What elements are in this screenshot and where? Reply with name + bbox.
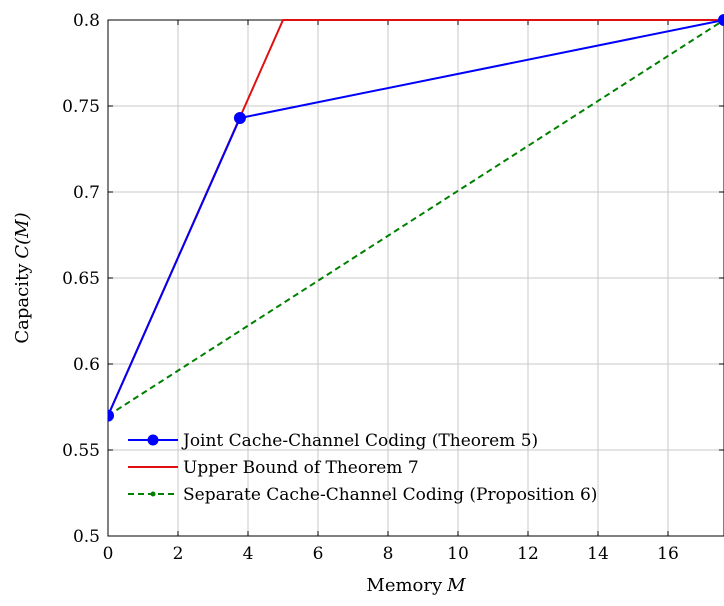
x-tick-label: 12 [517, 544, 539, 564]
legend-label: Upper Bound of Theorem 7 [183, 458, 419, 478]
series-0 [108, 14, 724, 422]
data-point [718, 14, 724, 26]
y-tick-label: 0.65 [62, 269, 100, 289]
legend-label: Separate Cache-Channel Coding (Propositi… [183, 485, 597, 505]
legend-item: Joint Cache-Channel Coding (Theorem 5) [128, 431, 538, 451]
x-axis-label-var: M [446, 575, 466, 596]
x-tick-label: 0 [103, 544, 114, 564]
y-tick-label: 0.75 [62, 97, 100, 117]
x-axis-label: Memory M [366, 575, 466, 596]
y-tick-label: 0.55 [62, 441, 100, 461]
data-point [108, 409, 114, 422]
series-line [108, 19, 724, 417]
data-point [233, 112, 246, 125]
ticks [107, 19, 724, 537]
y-axis-label-var: C(M) [12, 212, 33, 258]
x-tick-label: 10 [447, 544, 469, 564]
series-layer [108, 14, 724, 422]
x-tick-label: 4 [243, 544, 254, 564]
x-tick-label: 6 [313, 544, 324, 564]
tick-labels: 0 2 4 6 8 10 12 14 16 0.5 0.55 0.6 0.65 0.7 0.75 0.8 [62, 11, 679, 564]
x-tick-label: 8 [383, 544, 394, 564]
y-axis-label: Capacity C(M) [12, 212, 33, 343]
legend-label: Joint Cache-Channel Coding (Theorem 5) [181, 431, 538, 451]
series-2 [108, 17, 724, 419]
x-tick-label: 14 [587, 544, 609, 564]
legend-marker [147, 434, 159, 446]
x-axis-label-text: Memory [366, 575, 443, 596]
y-tick-label: 0.5 [73, 527, 100, 547]
legend-marker [150, 491, 156, 497]
legend-item: Separate Cache-Channel Coding (Propositi… [128, 485, 597, 505]
legend: Joint Cache-Channel Coding (Theorem 5) Up… [128, 431, 597, 505]
y-tick-label: 0.7 [73, 183, 100, 203]
y-tick-label: 0.6 [73, 355, 100, 375]
x-tick-label: 2 [173, 544, 184, 564]
y-axis-label-text: Capacity [12, 263, 33, 344]
grid [107, 19, 724, 537]
x-tick-label: 16 [657, 544, 679, 564]
y-tick-label: 0.8 [73, 11, 100, 31]
legend-item: Upper Bound of Theorem 7 [128, 458, 419, 478]
